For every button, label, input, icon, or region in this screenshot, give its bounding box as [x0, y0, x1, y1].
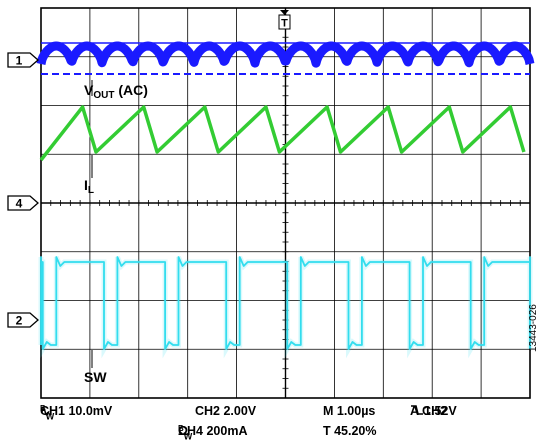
trigger-marker: T	[278, 10, 291, 30]
channel-markers: 1 4 2	[7, 52, 39, 328]
trigger-position-setting: T 45.20%	[323, 424, 377, 438]
scope-settings: CH1 10.0mV ∿ BW CH2 2.00V CH4 200mA Ω BW M …	[0, 400, 530, 444]
channel-marker-1: 1	[7, 52, 39, 68]
channel-marker-label: 1	[16, 54, 23, 68]
trace-sw-glow	[38, 255, 533, 359]
dc-coupling-icon: Ω	[178, 424, 189, 438]
timebase-setting: M 1.00µs	[323, 404, 376, 418]
ac-coupling-icon: ∿	[40, 405, 51, 419]
trace-sw	[40, 256, 531, 350]
figure-id: 13443-026	[528, 304, 539, 352]
traces	[36, 41, 535, 368]
channel-marker-2: 2	[7, 312, 39, 328]
trace-vout	[36, 41, 535, 68]
channel-marker-4: 4	[7, 195, 39, 211]
channel-marker-label: 2	[16, 314, 23, 328]
ch4-setting: CH4 200mA Ω BW	[178, 424, 248, 442]
ch1-setting: CH1 10.0mV ∿ BW	[40, 404, 113, 422]
series-label-sw: SW	[84, 369, 107, 385]
trigger-marker-label: T	[281, 18, 288, 30]
trigger-setting: A CH2 1.52V	[410, 404, 457, 418]
channel-marker-label: 4	[16, 197, 23, 211]
ch2-setting: CH2 2.00V	[195, 404, 257, 418]
falling-edge-icon	[411, 405, 423, 415]
series-label-il: IL	[84, 177, 94, 196]
trace-il	[39, 105, 526, 162]
series-label-vout: VOUT (AC)	[84, 82, 148, 101]
